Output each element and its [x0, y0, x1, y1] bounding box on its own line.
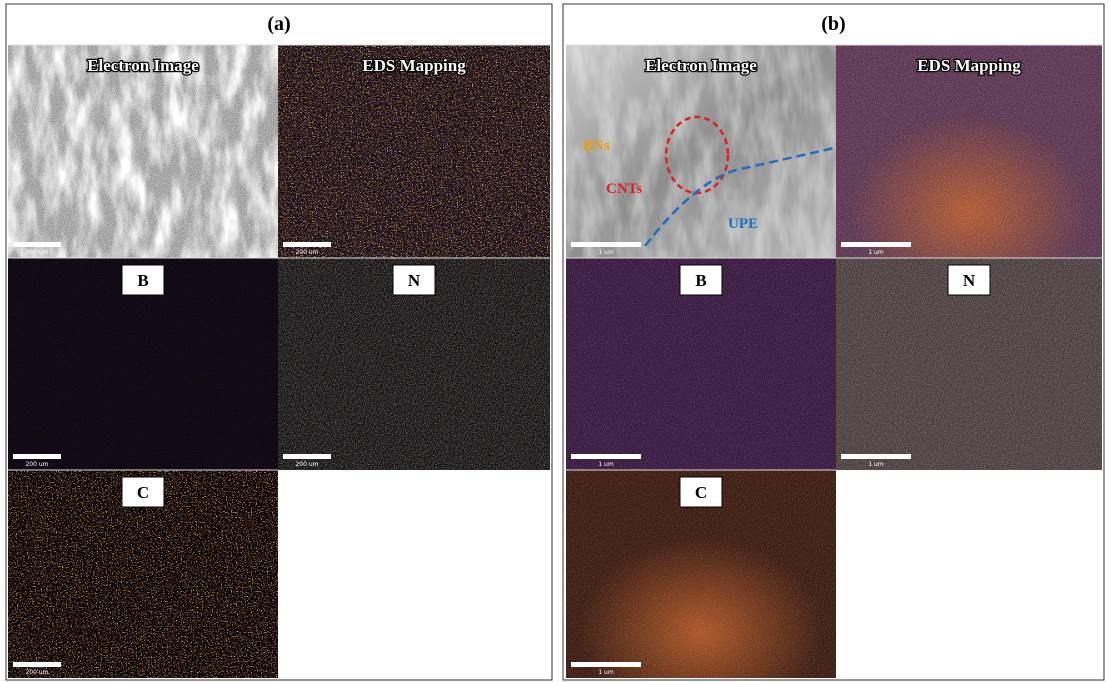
cell-title: EDS Mapping [362, 56, 466, 75]
scale-bar [841, 242, 911, 247]
scale-label: 200 um [25, 669, 48, 676]
scale-label: 1 um [598, 249, 614, 256]
cell-title: Electron Image [645, 56, 757, 75]
element-label: N [408, 271, 421, 290]
scale-label: 1 um [598, 461, 614, 468]
image-cell: B 1 um [566, 258, 836, 470]
image-cell: B 200 um [8, 258, 278, 470]
panel-label: (a) [267, 13, 290, 35]
image-cell: C 200 um [8, 470, 278, 678]
cell-title: Electron Image [87, 56, 199, 75]
element-label: B [137, 271, 148, 290]
scale-label: 200 um [25, 461, 48, 468]
image-cell: EDS Mapping 1 um [836, 45, 1102, 258]
scale-bar [571, 242, 641, 247]
scale-bar [571, 662, 641, 667]
image-cell: Electron Image 200 um [8, 45, 278, 258]
scale-bar [13, 242, 61, 247]
image-cell: C 1 um [566, 470, 836, 678]
image-texture [836, 45, 1102, 258]
scale-label: 200 um [295, 249, 318, 256]
scale-bar [841, 454, 911, 459]
scale-bar [283, 454, 331, 459]
annotation: UPE [728, 216, 758, 232]
element-label: B [695, 271, 706, 290]
scale-label: 1 um [598, 669, 614, 676]
image-grain [8, 45, 278, 258]
image-cell: N 200 um [278, 258, 550, 470]
figure: (a) Electron Image 200 um EDS Mapping 200 um… [0, 0, 1108, 682]
annotation: CNTs [606, 181, 642, 197]
element-label: C [695, 483, 707, 502]
annotation: BNs [583, 138, 610, 154]
element-label: C [137, 483, 149, 502]
cell-title: EDS Mapping [917, 56, 1021, 75]
image-cell: EDS Mapping 200 um [278, 45, 550, 258]
scale-label: 200 um [25, 249, 48, 256]
scale-bar [13, 454, 61, 459]
scale-label: 200 um [295, 461, 318, 468]
panel-label: (b) [821, 13, 845, 35]
image-cell: N 1 um [836, 258, 1102, 470]
scale-label: 1 um [868, 461, 884, 468]
scale-bar [571, 454, 641, 459]
page: {"panels": [ {"label": "(a)", "cells": [… [0, 0, 1108, 682]
scale-label: 1 um [868, 249, 884, 256]
image-grain [278, 45, 550, 258]
scale-bar [283, 242, 331, 247]
element-label: N [963, 271, 976, 290]
scale-bar [13, 662, 61, 667]
